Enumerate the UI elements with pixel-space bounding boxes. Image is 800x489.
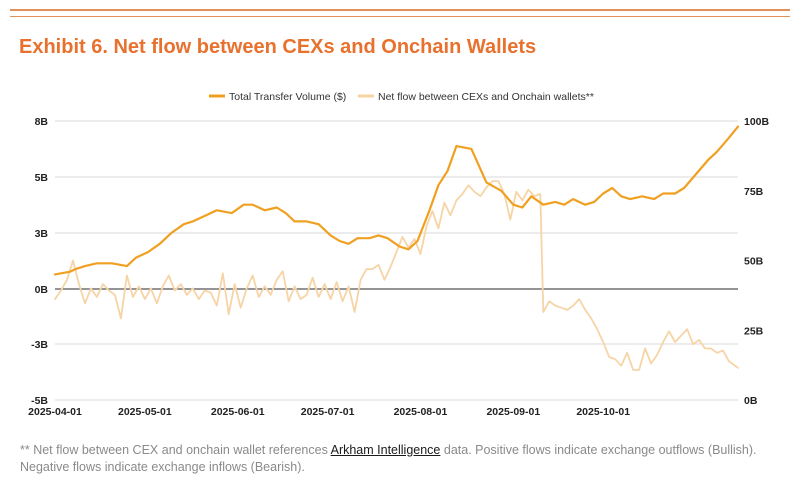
footnote: ** Net flow between CEX and onchain wall… [20,442,780,476]
x-tick-label: 2025-08-01 [394,406,448,418]
y-axis-right: 100B 75B 50B 25B 0B [744,116,770,407]
y-right-tick-label: 25B [744,325,764,337]
series-lines [53,125,740,371]
y-right-tick-label: 100B [744,116,770,128]
arkham-link[interactable]: Arkham Intelligence [330,443,441,457]
x-tick-label: 2025-10-01 [576,406,630,418]
top-rule [10,9,790,11]
top-rule-thin [10,16,790,17]
gridlines [55,120,738,401]
footnote-prefix: ** Net flow between CEX and onchain wall… [20,443,331,457]
y-left-tick-label: -5B [31,395,48,407]
y-axis-left: 8B 5B 3B 0B -3B -5B [31,116,48,407]
y-right-tick-label: 0B [744,395,758,407]
legend-label-netflow: Net flow between CEXs and Onchain wallet… [378,91,594,103]
y-left-tick-label: 5B [35,172,49,184]
y-left-tick-label: 8B [35,116,49,128]
chart-title: Exhibit 6. Net flow between CEXs and Onc… [19,36,537,58]
y-left-tick-label: 0B [35,284,49,296]
legend: Total Transfer Volume ($) Net flow betwe… [209,91,594,103]
x-tick-label: 2025-04-01 [28,406,82,418]
series-line-volume [53,125,740,276]
y-right-tick-label: 75B [744,186,764,198]
x-axis: 2025-04-01 2025-05-01 2025-06-01 2025-07-01… [28,406,630,418]
x-tick-label: 2025-07-01 [301,406,355,418]
chart-svg: Total Transfer Volume ($) Net flow betwe… [28,91,770,418]
x-tick-label: 2025-05-01 [118,406,172,418]
y-left-tick-label: -3B [31,339,48,351]
x-tick-label: 2025-06-01 [211,406,265,418]
legend-label-volume: Total Transfer Volume ($) [229,91,346,103]
y-right-tick-label: 50B [744,256,764,268]
y-left-tick-label: 3B [35,228,49,240]
series-line-netflow [54,180,739,371]
footnote-suffix: data. Positive flows indicate exchange o… [20,443,757,474]
x-tick-label: 2025-09-01 [486,406,540,418]
